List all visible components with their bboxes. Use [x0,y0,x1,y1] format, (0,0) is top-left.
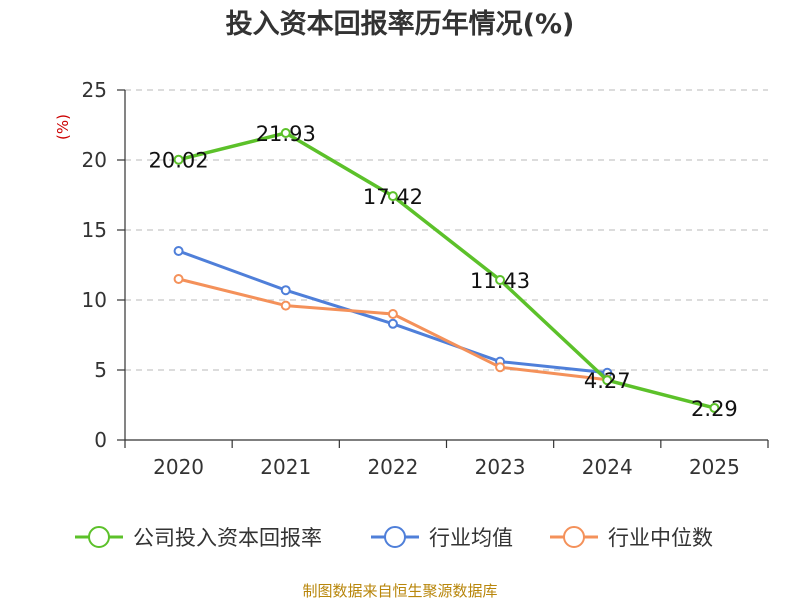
series-2-point-2022 [387,309,398,319]
legend: 公司投入资本回报率 行业均值 行业中位数 [75,526,713,550]
series-1-point-2022 [387,318,398,329]
series-2-point-2023 [495,362,506,373]
chart-title: 投入资本回报率历年情况(%) [226,8,575,40]
x-tick-label-2023: 2023 [475,455,526,479]
series-1-point-2021 [280,285,291,296]
legend-item-0: 公司投入资本回报率 [75,526,322,550]
data-label-2020: 20.02 [149,149,209,173]
legend-label-0: 公司投入资本回报率 [133,526,322,550]
series-0-point-2025 [709,402,720,413]
series-0-point-2024 [602,375,613,386]
source-note: 制图数据来自恒生聚源数据库 [302,582,497,600]
series-0-point-2020 [173,154,184,165]
series-1-point-2020 [173,246,184,256]
y-tick-label-25: 25 [82,78,107,102]
y-tick-label-10: 10 [82,288,107,312]
series-0-point-2022 [387,191,398,202]
x-tick-label-2022: 2022 [367,455,418,479]
legend-label-1: 行业均值 [429,526,513,550]
legend-label-2: 行业中位数 [608,526,713,550]
series-lines [173,127,720,413]
data-label-2025: 2.29 [691,397,738,421]
x-tick-label-2024: 2024 [582,455,633,479]
data-label-2022: 17.42 [363,185,423,209]
y-axis-unit: (%) [54,114,72,140]
series-0-point-2023 [495,274,506,285]
series-0 [173,127,720,413]
series-1 [173,246,613,378]
y-tick-label-15: 15 [82,218,107,242]
data-labels: 20.02 21.93 17.42 11.43 4.27 2.29 [149,122,738,421]
y-tick-label-5: 5 [94,358,107,382]
legend-swatch-marker-0 [88,526,110,548]
data-label-2021: 21.93 [256,122,316,146]
series-line-0 [178,131,715,410]
x-tick-label-2025: 2025 [689,455,740,479]
y-tick-label-0: 0 [94,428,107,452]
x-tick-label-2020: 2020 [153,455,204,479]
legend-item-1: 行业均值 [371,526,513,550]
data-label-2023: 11.43 [470,269,530,293]
legend-item-2: 行业中位数 [550,526,713,550]
data-label-2024: 4.27 [584,369,631,393]
x-tick-label-2021: 2021 [260,455,311,479]
series-2-point-2020 [173,274,184,284]
series-0-point-2021 [280,127,291,138]
series-2-point-2021 [280,300,291,311]
legend-swatch-marker-1 [384,526,406,548]
y-tick-label-20: 20 [82,148,107,172]
grid-lines [125,89,768,371]
legend-swatch-marker-2 [563,526,585,548]
